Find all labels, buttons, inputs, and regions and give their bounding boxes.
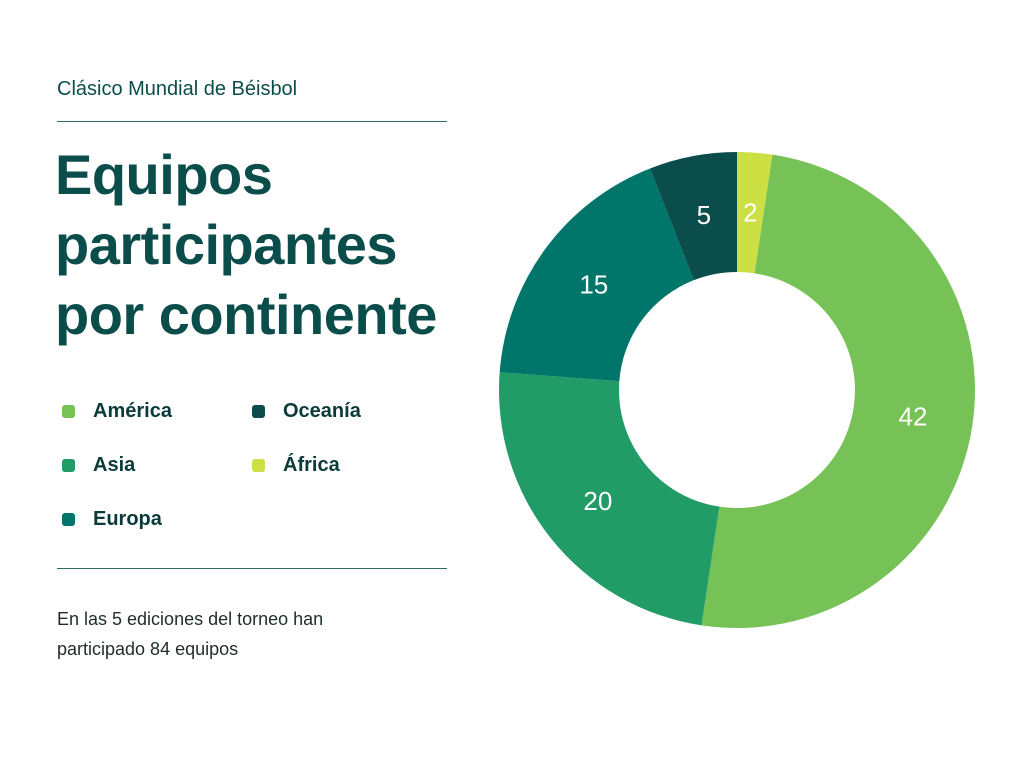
value-label-oceania: 5 [697,200,711,230]
legend-label-america: América [93,400,172,422]
value-label-asia: 20 [583,486,612,516]
legend-label-asia: Asia [93,454,136,476]
slice-america [701,154,975,628]
legend-item-america: América [62,400,172,423]
legend-label-africa: África [283,454,340,476]
legend-swatch-america [62,405,75,418]
slice-europa [499,168,694,382]
legend-label-europa: Europa [93,508,162,530]
legend-item-europa: Europa [62,508,162,531]
legend-swatch-oceania [252,405,265,418]
donut-chart: 2 42 20 15 5 [499,152,975,628]
slice-africa [737,152,773,274]
chart-kicker: Clásico Mundial de Béisbol [57,78,298,100]
value-label-africa: 2 [743,197,757,227]
donut-value-labels: 2 42 20 15 5 [579,197,927,515]
top-divider [57,121,447,122]
title-line-3: por continente [55,283,437,346]
caption-line-2: participado 84 equipos [57,639,239,659]
slice-oceania [650,152,737,281]
slice-asia [499,372,720,626]
legend-swatch-africa [252,459,265,472]
legend-item-africa: África [252,454,340,477]
legend-item-asia: Asia [62,454,135,477]
legend-label-oceania: Oceanía [283,400,361,422]
donut-slices [499,152,975,628]
title-line-2: participantes [55,213,398,276]
caption-line-1: En las 5 ediciones del torneo han [57,609,324,629]
legend-swatch-europa [62,513,75,526]
title-line-1: Equipos [55,143,273,206]
legend: América Oceanía Asia África Europa [62,400,462,550]
value-label-europa: 15 [579,269,608,299]
bottom-divider [57,568,447,569]
value-label-america: 42 [899,402,928,432]
legend-item-oceania: Oceanía [252,400,361,423]
caption: En las 5 ediciones del torneo han partic… [57,604,387,664]
legend-swatch-asia [62,459,75,472]
chart-title: Equipos participantes por continente [55,140,485,350]
